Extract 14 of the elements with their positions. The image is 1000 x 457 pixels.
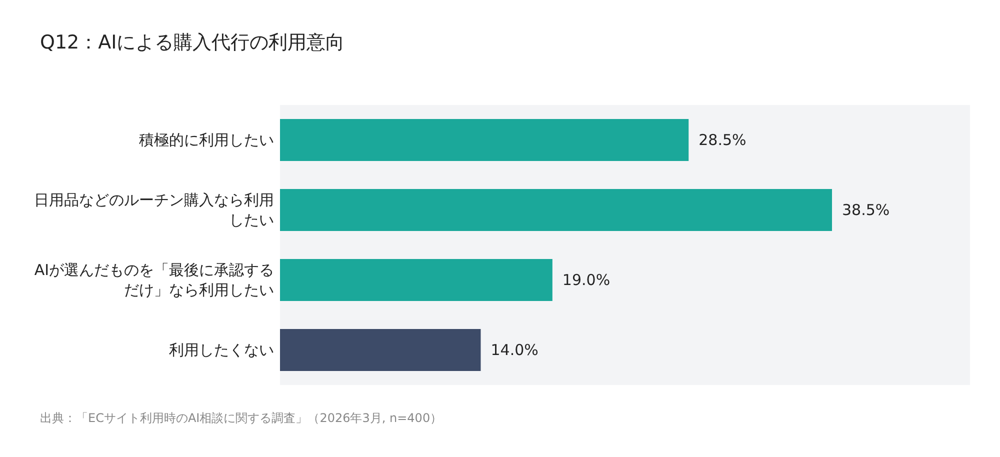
- y-tick-label: 積極的に利用したい: [139, 131, 274, 149]
- bar: [280, 189, 832, 231]
- source-note: 出典：「ECサイト利用時のAI相談に関する調査」（2026年3月, n=400）: [40, 411, 442, 425]
- bar: [280, 119, 689, 161]
- data-label: 19.0%: [562, 271, 610, 289]
- data-label: 28.5%: [698, 131, 746, 149]
- data-label: 14.0%: [490, 341, 538, 359]
- y-tick-label: 利用したくない: [169, 341, 274, 359]
- y-tick-label: 日用品などのルーチン購入なら利用したい: [34, 191, 274, 229]
- data-label: 38.5%: [842, 201, 890, 219]
- bar: [280, 259, 552, 301]
- bar: [280, 329, 481, 371]
- chart-title: Q12：AIによる購入代行の利用意向: [40, 32, 345, 54]
- y-tick-label: AIが選んだものを「最後に承認するだけ」なら利用したい: [34, 261, 274, 299]
